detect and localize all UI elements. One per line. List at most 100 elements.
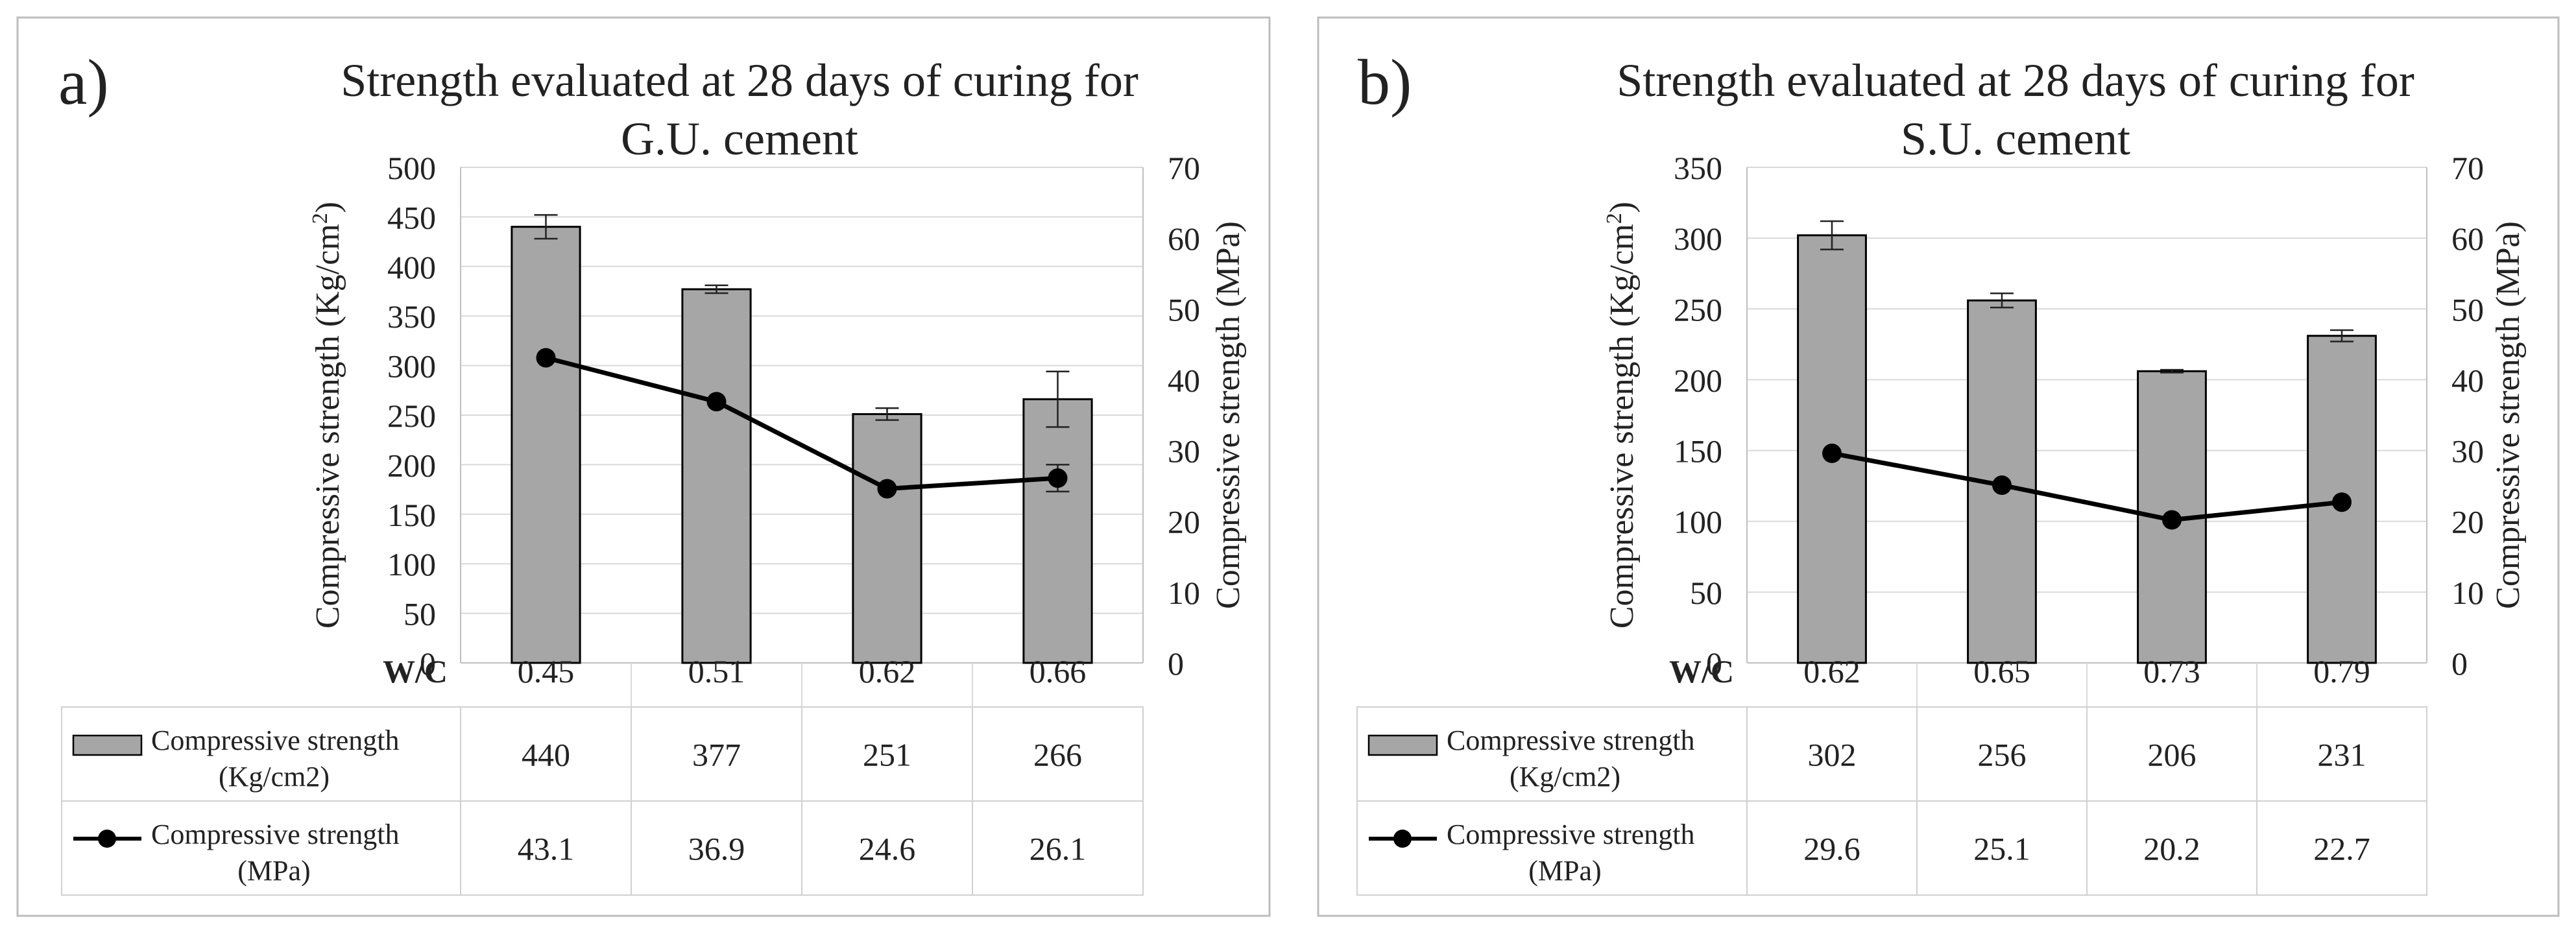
chart-b-line-point [2332, 492, 2352, 512]
chart-a-line-point [1048, 468, 1068, 488]
chart-a-bar [511, 226, 581, 664]
chart-a-legend-bar-swatch [72, 734, 143, 756]
chart-a-category-label: 0.62 [859, 653, 916, 689]
chart-b-y-right-tick-label: 10 [2451, 575, 2484, 611]
chart-a-y-right-tick-label: 50 [1168, 291, 1200, 328]
chart-a-y-left-axis-title-text: Compressive strength (Kg/cm [309, 224, 346, 629]
chart-a-table-bar-value: 251 [863, 737, 911, 773]
chart-a-y-left-tick-label: 300 [387, 348, 436, 385]
chart-b-table-line-value: 22.7 [2313, 831, 2370, 867]
chart-a-bar [681, 288, 752, 664]
chart-a-y-left-axis-title: Compressive strength (Kg/cm2) [308, 202, 347, 629]
chart-b-y-right-tick-label: 70 [2451, 150, 2484, 186]
chart-a-y-right-tick-label: 0 [1168, 645, 1184, 682]
chart-b-y-left-tick-label: 200 [1674, 362, 1722, 398]
chart-a-table-line-value: 36.9 [688, 831, 745, 867]
chart-b-legend-line-marker [1393, 830, 1412, 848]
chart-b-table-line-value: 25.1 [1973, 831, 2030, 867]
chart-b-x-axis-label: W/C [1669, 653, 1734, 689]
chart-a-y-right-tick-label: 70 [1168, 150, 1200, 186]
chart-b-y-left-axis-title-text: Compressive strength (Kg/cm [1604, 224, 1641, 629]
chart-a-legend-line-marker [98, 830, 116, 848]
chart-a-line-point [706, 392, 727, 412]
chart-b-table-line-value: 20.2 [2143, 831, 2200, 867]
chart-b-canvas: b) Strength evaluated at 28 days of curi… [1317, 16, 2560, 917]
chart-b-y-left-tick-label: 50 [1690, 575, 1722, 611]
chart-a-legend-line-label-line2: (MPa) [237, 855, 310, 887]
chart-a-y-left-tick-label: 350 [387, 298, 436, 335]
chart-b-title-line2: S.U. cement [1901, 113, 2130, 165]
chart-a-title-line2: G.U. cement [621, 113, 858, 165]
chart-panel-a: a) Strength evaluated at 28 days of curi… [16, 16, 1271, 917]
chart-a-line-point [536, 348, 556, 368]
chart-b-table-bar-value: 206 [2148, 737, 2197, 773]
chart-a-legend-bar-label-line1: Compressive strength [151, 724, 400, 756]
chart-a-y-right-tick-label: 30 [1168, 433, 1200, 470]
chart-b-line-point [1822, 443, 1842, 463]
chart-b-category-label: 0.73 [2143, 653, 2200, 689]
chart-b-category-label: 0.79 [2313, 653, 2370, 689]
chart-a-table-line-value: 43.1 [518, 831, 575, 867]
chart-a-y-left-tick-label: 150 [387, 497, 436, 533]
chart-panel-b: b) Strength evaluated at 28 days of curi… [1288, 0, 2576, 934]
chart-a-bar [852, 413, 922, 664]
chart-a-title-line1: Strength evaluated at 28 days of curing … [341, 54, 1138, 106]
chart-b-line-point [2162, 510, 2182, 530]
chart-a-series-line [545, 355, 1058, 492]
chart-b-legend-bar-swatch [1367, 734, 1438, 756]
chart-a-legend-bar-label-line2: (Kg/cm2) [219, 761, 330, 793]
chart-b-y-right-tick-label: 0 [2451, 645, 2468, 682]
chart-b-title-line1: Strength evaluated at 28 days of curing … [1617, 54, 2414, 106]
chart-b-y-right-tick-label: 40 [2451, 362, 2484, 398]
chart-b-y-left-tick-label: 300 [1674, 221, 1722, 257]
chart-a-table-line-value: 24.6 [859, 831, 916, 867]
chart-b-y-left-tick-label: 100 [1674, 504, 1722, 540]
chart-a-y-right-tick-label: 60 [1168, 221, 1200, 257]
chart-a-table-bar-value: 266 [1033, 737, 1082, 773]
chart-a-y-left-tick-label: 50 [403, 596, 436, 632]
chart-b-y-left-axis-title-sup: 2 [1602, 213, 1626, 224]
chart-b-series-line [1831, 451, 2342, 523]
chart-b-y-left-tick-label: 250 [1674, 291, 1722, 328]
chart-b-table-line-value: 29.6 [1803, 831, 1860, 867]
chart-b-table-bar-value: 256 [1978, 737, 2027, 773]
chart-a-y-left-tick-label: 450 [387, 199, 436, 235]
chart-b-legend-bar-label-line1: Compressive strength [1447, 724, 1695, 756]
chart-a-y-left-tick-label: 100 [387, 546, 436, 582]
chart-b-line-point [1992, 475, 2012, 496]
chart-a-y-left-tick-label: 400 [387, 249, 436, 285]
panel-label-b: b) [1358, 46, 1412, 118]
chart-a-y-left-tick-label: 250 [387, 398, 436, 434]
chart-a-y-right-tick-label: 20 [1168, 504, 1200, 540]
chart-a-y-left-tick-label: 200 [387, 447, 436, 483]
chart-b-legend-line-label-line2: (MPa) [1528, 855, 1601, 887]
chart-b-y-left-axis-title: Compressive strength (Kg/cm2) [1602, 202, 1641, 629]
chart-b-y-left-axis-title-close: ) [1604, 202, 1641, 213]
chart-a-category-label: 0.51 [688, 653, 745, 689]
chart-b-category-label: 0.65 [1973, 653, 2030, 689]
chart-b-y-left-tick-label: 350 [1674, 150, 1722, 186]
chart-a-category-label: 0.66 [1029, 653, 1087, 689]
chart-a-y-right-axis-title: Compressive strength (MPa) [1210, 221, 1247, 609]
chart-a-y-right-tick-label: 10 [1168, 575, 1200, 611]
chart-a-canvas: a) Strength evaluated at 28 days of curi… [16, 16, 1271, 917]
chart-a-y-left-tick-label: 0 [420, 645, 436, 682]
chart-b-y-right-tick-label: 50 [2451, 291, 2484, 328]
chart-b-legend-line-label-line1: Compressive strength [1447, 819, 1695, 850]
chart-a-bar [1022, 398, 1093, 664]
chart-b-table-bar-value: 231 [2318, 737, 2366, 773]
chart-b-table-bar-value: 302 [1808, 737, 1857, 773]
chart-b-y-right-tick-label: 30 [2451, 433, 2484, 470]
chart-a-table-bar-value: 440 [522, 737, 570, 773]
chart-a-y-left-axis-title-close: ) [309, 202, 346, 213]
chart-a-x-axis-label: W/C [383, 653, 448, 689]
chart-b-y-right-tick-label: 60 [2451, 221, 2484, 257]
chart-b-y-left-tick-label: 0 [1706, 645, 1722, 682]
panel-label-a: a) [58, 46, 109, 118]
chart-b-category-label: 0.62 [1803, 653, 1860, 689]
chart-a-y-right-tick-label: 40 [1168, 362, 1200, 398]
chart-b-legend-bar-label-line2: (Kg/cm2) [1510, 761, 1620, 793]
chart-b-y-left-tick-label: 150 [1674, 433, 1722, 470]
chart-a-category-label: 0.45 [518, 653, 575, 689]
chart-a-y-left-axis-title-sup: 2 [308, 213, 332, 224]
